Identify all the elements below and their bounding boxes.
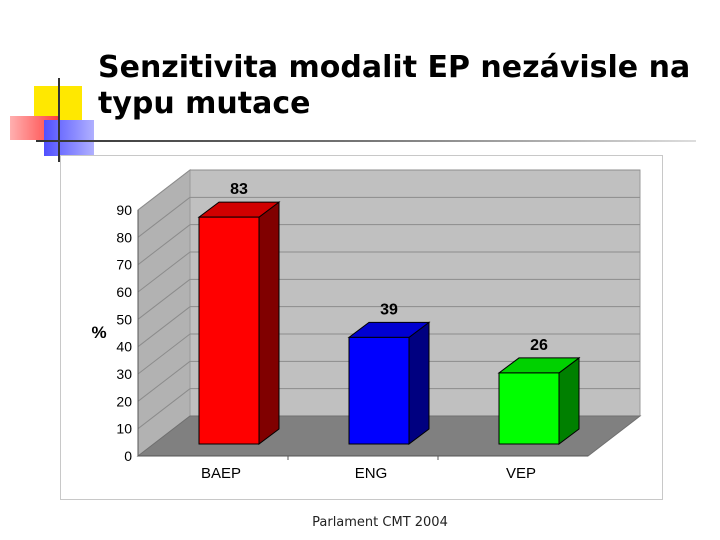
footer-text: Parlament CMT 2004: [312, 515, 448, 530]
y-tick-label: 50: [116, 311, 132, 327]
bar-side: [408, 321, 430, 445]
y-tick-label: 80: [116, 229, 132, 245]
bar-chart: 0 10 20 30 40 50 60 70 80 90 83 39 26 BAEP ENG VEP %: [91, 168, 642, 482]
y-tick-label: 20: [116, 393, 132, 409]
y-tick-label: 0: [124, 448, 132, 464]
data-label: 26: [530, 337, 548, 354]
chart-bars: 83 39 26: [197, 181, 581, 445]
gridline-side: [137, 224, 191, 266]
y-tick-label: 60: [116, 284, 132, 300]
y-tick-label: 40: [116, 339, 132, 355]
gridline-side: [137, 251, 191, 293]
y-tick-label: 70: [116, 257, 132, 273]
x-axis-ticks: BAEP ENG VEP: [201, 456, 536, 482]
bar-eng: 39: [347, 301, 431, 445]
bar-vep: 26: [497, 337, 581, 445]
bar-front: [348, 336, 410, 445]
x-tick-label: ENG: [355, 465, 388, 482]
data-label: 39: [380, 301, 398, 318]
x-tick-label: BAEP: [201, 465, 241, 482]
y-tick-label: 10: [116, 421, 132, 437]
y-tick-label: 30: [116, 366, 132, 382]
bar-side: [258, 201, 280, 445]
title-underline: [36, 140, 696, 142]
bar-baep: 83: [197, 181, 281, 445]
gridline-side: [137, 306, 191, 348]
data-label: 83: [230, 181, 248, 198]
bar-front: [198, 216, 260, 445]
gridline-side: [137, 388, 191, 430]
gridline-side: [137, 333, 191, 375]
logo-vertical-line: [58, 78, 60, 162]
y-axis-ticks: 0 10 20 30 40 50 60 70 80 90: [116, 202, 132, 464]
gridline-side: [137, 360, 191, 402]
slide-title: Senzitivita modalit EP nezávisle na typu…: [98, 50, 691, 121]
gridline-side: [137, 196, 191, 238]
x-tick-label: VEP: [506, 465, 536, 482]
y-axis-label: %: [91, 323, 106, 342]
y-tick-label: 90: [116, 202, 132, 218]
bar-front: [498, 372, 560, 445]
gridline-side: [137, 169, 191, 211]
logo-blue-square: [44, 120, 94, 156]
gridline-side: [137, 278, 191, 320]
